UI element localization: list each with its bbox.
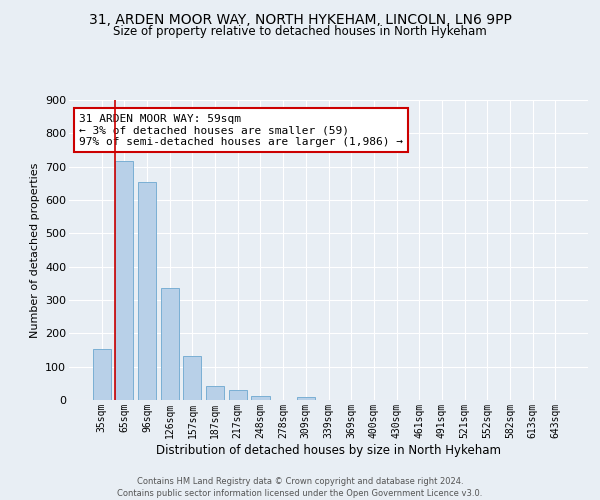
- Bar: [206, 386, 224, 400]
- Bar: [251, 396, 269, 400]
- Bar: [115, 161, 133, 400]
- X-axis label: Distribution of detached houses by size in North Hykeham: Distribution of detached houses by size …: [156, 444, 501, 456]
- Bar: [297, 397, 315, 400]
- Text: Contains HM Land Registry data © Crown copyright and database right 2024.
Contai: Contains HM Land Registry data © Crown c…: [118, 476, 482, 498]
- Text: 31 ARDEN MOOR WAY: 59sqm
← 3% of detached houses are smaller (59)
97% of semi-de: 31 ARDEN MOOR WAY: 59sqm ← 3% of detache…: [79, 114, 403, 146]
- Bar: [184, 356, 202, 400]
- Bar: [138, 182, 156, 400]
- Bar: [161, 288, 179, 400]
- Text: Size of property relative to detached houses in North Hykeham: Size of property relative to detached ho…: [113, 25, 487, 38]
- Bar: [229, 390, 247, 400]
- Bar: [92, 350, 111, 400]
- Text: 31, ARDEN MOOR WAY, NORTH HYKEHAM, LINCOLN, LN6 9PP: 31, ARDEN MOOR WAY, NORTH HYKEHAM, LINCO…: [89, 12, 511, 26]
- Y-axis label: Number of detached properties: Number of detached properties: [29, 162, 40, 338]
